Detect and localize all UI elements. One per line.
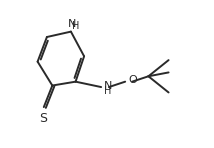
- Text: N: N: [104, 81, 112, 91]
- Text: O: O: [128, 75, 137, 85]
- Text: N: N: [67, 18, 76, 29]
- Text: H: H: [104, 86, 112, 96]
- Text: H: H: [72, 21, 79, 31]
- Text: S: S: [39, 112, 47, 126]
